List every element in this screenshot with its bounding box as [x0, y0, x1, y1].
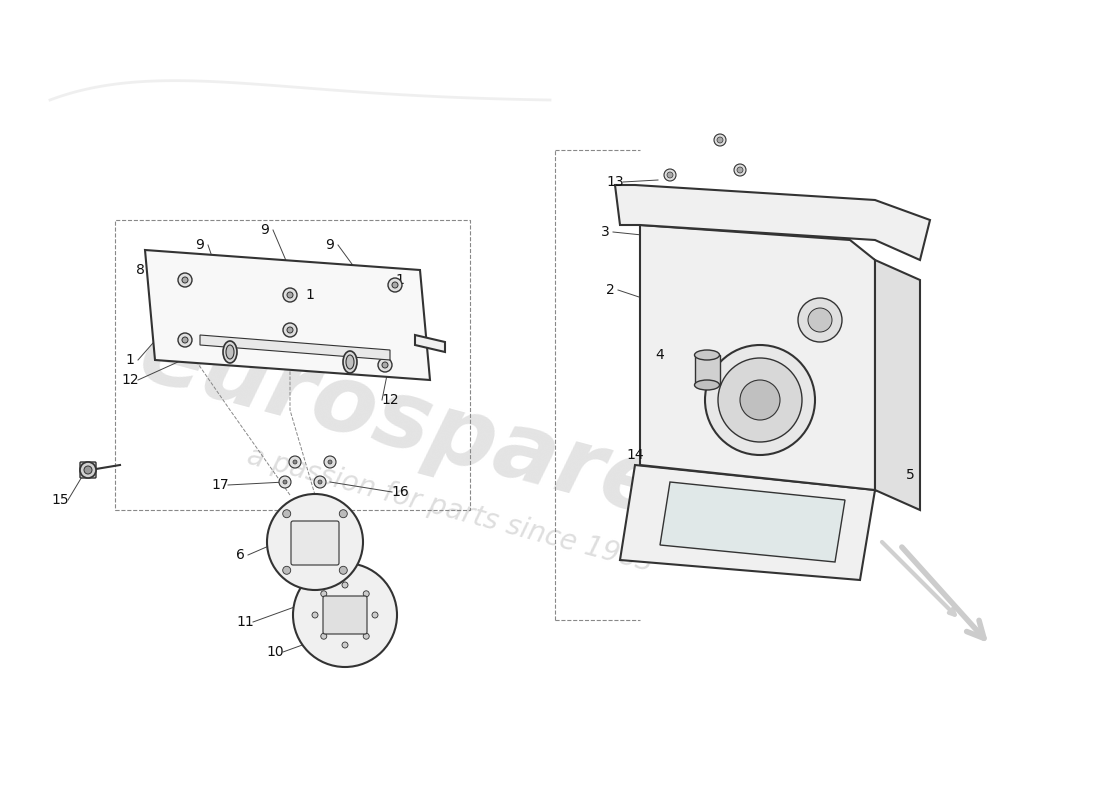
Circle shape: [289, 456, 301, 468]
Circle shape: [182, 277, 188, 283]
Text: 12: 12: [382, 393, 399, 407]
Circle shape: [388, 278, 401, 292]
Circle shape: [378, 358, 392, 372]
Circle shape: [664, 169, 676, 181]
Circle shape: [287, 327, 293, 333]
Circle shape: [808, 308, 832, 332]
Text: 15: 15: [52, 493, 69, 507]
Text: 5: 5: [905, 468, 914, 482]
Text: 1: 1: [396, 273, 405, 287]
Ellipse shape: [343, 351, 358, 373]
Circle shape: [178, 333, 192, 347]
Circle shape: [705, 345, 815, 455]
Circle shape: [339, 510, 348, 518]
Polygon shape: [415, 335, 446, 352]
Polygon shape: [695, 355, 721, 385]
Text: 9: 9: [326, 238, 334, 252]
Text: eurospares: eurospares: [130, 308, 730, 552]
Text: 1: 1: [125, 353, 134, 367]
FancyBboxPatch shape: [80, 462, 96, 478]
Polygon shape: [874, 260, 920, 510]
Circle shape: [283, 288, 297, 302]
Text: 12: 12: [121, 373, 139, 387]
Circle shape: [382, 362, 388, 368]
Circle shape: [339, 566, 348, 574]
Circle shape: [283, 566, 290, 574]
Polygon shape: [145, 250, 430, 380]
Circle shape: [321, 590, 327, 597]
Circle shape: [717, 137, 723, 143]
FancyBboxPatch shape: [292, 521, 339, 565]
Ellipse shape: [226, 345, 234, 359]
Polygon shape: [660, 482, 845, 562]
Circle shape: [283, 510, 290, 518]
Circle shape: [363, 634, 370, 639]
Text: 1: 1: [306, 288, 315, 302]
Circle shape: [737, 167, 742, 173]
Circle shape: [312, 612, 318, 618]
Text: 17: 17: [211, 478, 229, 492]
Circle shape: [342, 642, 348, 648]
Circle shape: [283, 480, 287, 484]
Text: 3: 3: [601, 225, 609, 239]
Circle shape: [667, 172, 673, 178]
Text: 13: 13: [606, 175, 624, 189]
Circle shape: [182, 337, 188, 343]
Text: 10: 10: [266, 645, 284, 659]
Ellipse shape: [346, 355, 354, 369]
Circle shape: [279, 476, 292, 488]
Circle shape: [372, 612, 378, 618]
FancyBboxPatch shape: [323, 596, 367, 634]
Text: a passion for parts since 1983: a passion for parts since 1983: [244, 442, 657, 578]
Circle shape: [283, 323, 297, 337]
Polygon shape: [640, 225, 874, 490]
Circle shape: [293, 460, 297, 464]
Circle shape: [178, 273, 192, 287]
Circle shape: [80, 462, 96, 478]
Text: 8: 8: [135, 263, 144, 277]
Polygon shape: [200, 335, 390, 360]
Circle shape: [740, 380, 780, 420]
Circle shape: [293, 563, 397, 667]
Text: 16: 16: [392, 485, 409, 499]
Text: 7: 7: [375, 633, 384, 647]
Circle shape: [363, 590, 370, 597]
Circle shape: [314, 476, 326, 488]
Circle shape: [287, 292, 293, 298]
Circle shape: [267, 494, 363, 590]
Ellipse shape: [694, 350, 719, 360]
Ellipse shape: [223, 341, 236, 363]
Polygon shape: [615, 185, 930, 260]
Text: 2: 2: [606, 283, 615, 297]
Circle shape: [321, 634, 327, 639]
Text: 4: 4: [656, 348, 664, 362]
Circle shape: [318, 480, 322, 484]
Circle shape: [714, 134, 726, 146]
Circle shape: [734, 164, 746, 176]
Text: 6: 6: [235, 548, 244, 562]
Circle shape: [324, 456, 336, 468]
Circle shape: [328, 460, 332, 464]
Circle shape: [392, 282, 398, 288]
Circle shape: [718, 358, 802, 442]
Text: 9: 9: [261, 223, 270, 237]
Polygon shape: [620, 465, 875, 580]
Text: 11: 11: [236, 615, 254, 629]
Text: 14: 14: [626, 448, 644, 462]
Circle shape: [798, 298, 842, 342]
Circle shape: [342, 582, 348, 588]
Circle shape: [84, 466, 92, 474]
Ellipse shape: [694, 380, 719, 390]
Text: 9: 9: [196, 238, 205, 252]
